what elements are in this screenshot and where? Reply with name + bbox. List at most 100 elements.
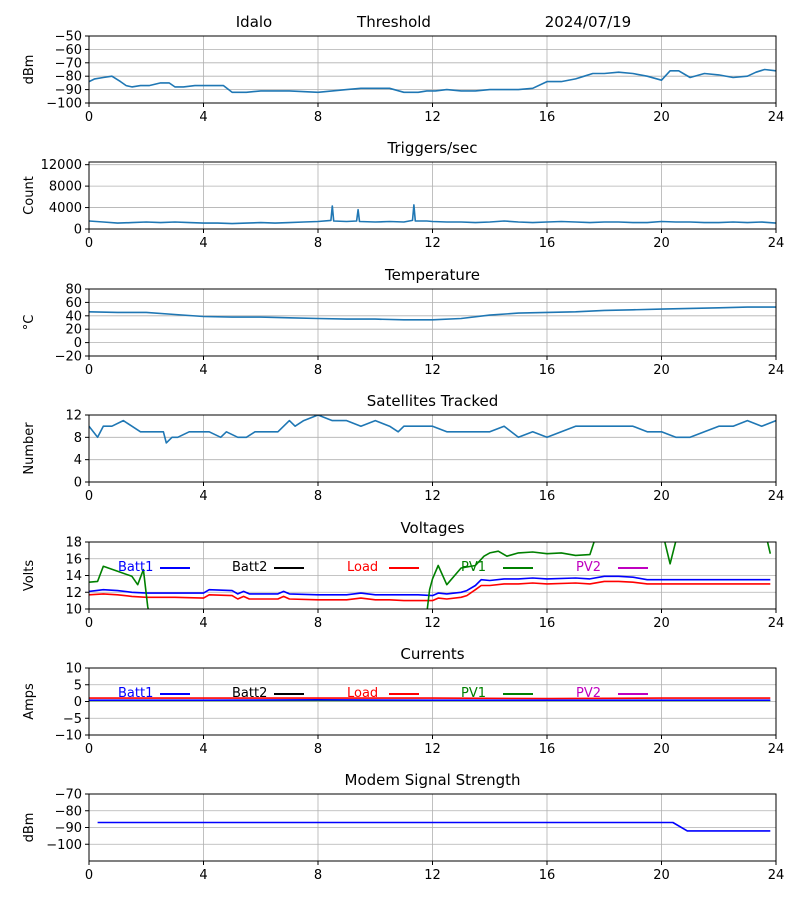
x-tick-label: 12 [424, 742, 441, 757]
x-tick-label: 4 [199, 868, 207, 883]
x-tick-label: 4 [199, 236, 207, 251]
x-tick-label: 16 [539, 489, 556, 504]
legend-label: Batt2 [232, 686, 267, 701]
series-line [89, 68, 776, 94]
chart-title: Voltages [400, 519, 464, 537]
series-line-batt1 [89, 575, 771, 597]
panel-satellites: 0 4 8 12 16 20 24 0 4 8 12 Satellites Tracked Number [22, 392, 784, 504]
y-tick-label: 5 [74, 678, 82, 693]
x-tick-label: 20 [653, 489, 670, 504]
y-tick-label: 80 [65, 283, 82, 298]
grid [88, 793, 777, 861]
header-date: 2024/07/19 [545, 13, 631, 31]
y-tick-label: 8000 [49, 180, 82, 195]
x-tick-label: 8 [314, 363, 322, 378]
x-tick-label: 12 [424, 616, 441, 631]
y-tick-label: −80 [55, 804, 82, 819]
x-tick-label: 20 [653, 616, 670, 631]
chart-title: Triggers/sec [387, 139, 478, 157]
chart-title: Currents [400, 645, 464, 663]
chart-title: Modem Signal Strength [345, 771, 521, 789]
legend-label: PV2 [576, 560, 601, 575]
panel-modem: 0 4 8 12 16 20 24 −70−80 −90 −100 Modem Signal Str… [22, 771, 784, 883]
series-line [89, 415, 776, 444]
legend-label: PV2 [576, 686, 601, 701]
x-tick-label: 0 [85, 363, 93, 378]
legend-label: PV1 [461, 560, 486, 575]
grid [88, 414, 777, 483]
y-tick-label: 12000 [41, 158, 82, 173]
y-tick-label: 14 [65, 569, 82, 584]
series-line-load [89, 580, 771, 602]
y-tick-label: −70 [55, 56, 82, 71]
x-tick-label: 12 [424, 489, 441, 504]
x-tick-label: 0 [85, 236, 93, 251]
y-tick-label: −80 [55, 70, 82, 85]
y-tick-label: 0 [74, 223, 82, 238]
y-tick-label: −20 [55, 350, 82, 365]
x-tick-label: 16 [539, 616, 556, 631]
series-line [89, 204, 776, 225]
x-tick-label: 12 [424, 363, 441, 378]
y-tick-label: 12 [65, 586, 82, 601]
series-group [97, 821, 771, 832]
y-tick-label: 10 [65, 603, 82, 618]
legend-label: Batt1 [118, 686, 153, 701]
legend: Batt1 Batt2 Load PV1 PV2 [118, 686, 648, 701]
series-line-pv1 [89, 542, 772, 609]
x-tick-label: 24 [768, 489, 785, 504]
y-tick-label: 40 [65, 309, 82, 324]
y-tick-label: −100 [46, 838, 82, 853]
x-tick-label: 24 [768, 868, 785, 883]
x-tick-label: 24 [768, 363, 785, 378]
y-tick-label: 12 [65, 409, 82, 424]
series-group [89, 204, 776, 225]
x-tick-label: 16 [539, 363, 556, 378]
header: Idalo Threshold 2024/07/19 [236, 13, 631, 31]
x-tick-label: 4 [199, 363, 207, 378]
x-tick-label: 0 [85, 742, 93, 757]
x-tick-label: 20 [653, 868, 670, 883]
y-axis-label: dBm [22, 55, 37, 85]
grid [88, 35, 777, 104]
series-line [89, 306, 776, 321]
y-tick-label: 4000 [49, 201, 82, 216]
legend-label: Batt2 [232, 560, 267, 575]
x-tick-label: 12 [424, 110, 441, 125]
series-group [89, 415, 776, 444]
grid [88, 288, 777, 357]
legend-label: Batt1 [118, 560, 153, 575]
header-mode: Threshold [356, 13, 431, 31]
y-tick-label: 8 [74, 431, 82, 446]
x-tick-label: 20 [653, 110, 670, 125]
x-tick-label: 24 [768, 236, 785, 251]
x-tick-label: 4 [199, 742, 207, 757]
x-tick-label: 0 [85, 868, 93, 883]
y-axis-label: Count [22, 176, 37, 215]
x-tick-label: 20 [653, 742, 670, 757]
x-tick-label: 16 [539, 868, 556, 883]
y-tick-label: −100 [46, 97, 82, 112]
x-tick-label: 0 [85, 110, 93, 125]
y-tick-label: 0 [74, 476, 82, 491]
y-tick-label: −10 [55, 729, 82, 744]
x-tick-label: 24 [768, 742, 785, 757]
x-tick-label: 24 [768, 616, 785, 631]
x-tick-label: 16 [539, 742, 556, 757]
y-tick-label: −90 [55, 83, 82, 98]
legend: Batt1 Batt2 Load PV1 PV2 [118, 560, 648, 575]
panel-triggers: 0 4 8 12 16 20 24 0 4000 8000 12000 Triggers/sec Cou… [22, 139, 784, 251]
x-tick-label: 16 [539, 236, 556, 251]
y-tick-label: 0 [74, 695, 82, 710]
x-tick-label: 16 [539, 110, 556, 125]
x-tick-label: 20 [653, 363, 670, 378]
panel-threshold: 0 4 8 12 16 20 24 −50−60−70−80−90−100 dBm [22, 30, 784, 126]
series-group [89, 697, 771, 702]
x-tick-label: 8 [314, 110, 322, 125]
chart-title: Satellites Tracked [367, 392, 498, 410]
grid [88, 667, 777, 736]
y-axis-label: °C [22, 315, 37, 331]
x-tick-label: 0 [85, 489, 93, 504]
